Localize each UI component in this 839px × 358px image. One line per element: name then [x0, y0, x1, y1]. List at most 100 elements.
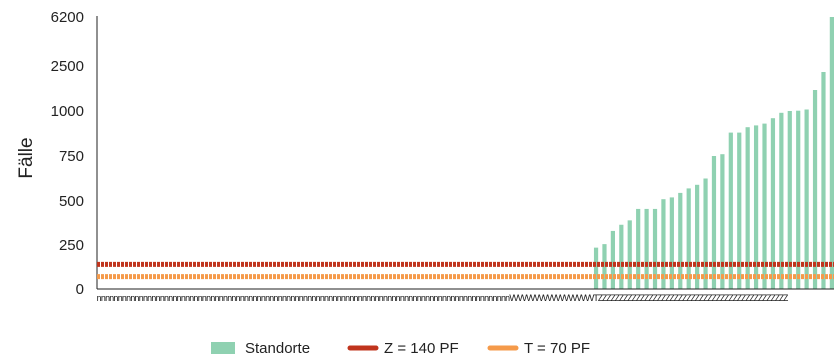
x-tick-label: Z [644, 294, 650, 304]
x-tick-label: n [471, 294, 476, 304]
x-tick-label: V [585, 294, 591, 304]
bar [644, 208, 649, 289]
x-tick-label: n [320, 294, 325, 304]
x-tick-label: V [572, 294, 578, 304]
x-tick-label: n [122, 294, 127, 304]
x-tick-label: n [336, 294, 341, 304]
x-tick-label: n [366, 294, 371, 304]
bar [619, 224, 624, 289]
x-tick-label: n [134, 294, 139, 304]
x-tick-label: n [290, 294, 295, 304]
x-tick-label: Z [694, 294, 700, 304]
x-tick-label: Z [783, 294, 789, 304]
x-tick-label: n [256, 294, 261, 304]
x-tick-label: n [96, 294, 101, 304]
x-tick-label: n [370, 294, 375, 304]
x-tick-label: Z [732, 294, 738, 304]
x-tick-label: n [219, 294, 224, 304]
x-tick-label: n [168, 294, 173, 304]
x-tick-label: Z [720, 294, 726, 304]
x-tick-label: V [534, 294, 540, 304]
x-tick-label: n [269, 294, 274, 304]
x-tick-label: n [155, 294, 160, 304]
y-tick-label: 0 [76, 281, 84, 298]
x-tick-label: n [484, 294, 489, 304]
x-tick-label: Z [673, 294, 679, 304]
x-tick-label: n [501, 294, 506, 304]
bar [812, 90, 818, 289]
x-tick-label: Z [728, 294, 734, 304]
x-tick-label: V [518, 294, 524, 304]
bar [720, 154, 725, 289]
bar [610, 230, 615, 289]
x-tick-label: n [391, 294, 396, 304]
x-tick-label: n [496, 294, 501, 304]
x-tick-label: n [139, 294, 144, 304]
x-tick-label: n [362, 294, 367, 304]
x-tick-label: n [206, 294, 211, 304]
x-tick-label: n [273, 294, 278, 304]
reference-lines [97, 261, 834, 280]
x-tick-label: n [202, 294, 207, 304]
x-tick-label: n [185, 294, 190, 304]
x-tick-label: V [539, 294, 545, 304]
x-tick-label: V [551, 294, 557, 304]
x-tick-label: n [189, 294, 194, 304]
x-tick-label: n [143, 294, 148, 304]
x-tick-label: n [299, 294, 304, 304]
x-tick-label: T [593, 294, 599, 304]
x-tick-label: Z [648, 294, 654, 304]
y-axis-title: Fälle [16, 137, 37, 178]
x-tick-label: n [379, 294, 384, 304]
x-tick-label: n [181, 294, 186, 304]
x-tick-label: V [564, 294, 570, 304]
y-tick-label: 2500 [51, 58, 84, 75]
legend-label-z-line: Z = 140 PF [384, 340, 459, 357]
x-tick-label: n [214, 294, 219, 304]
x-tick-label: V [526, 294, 532, 304]
x-tick-label: n [176, 294, 181, 304]
bar [652, 208, 658, 289]
x-tick-label: n [151, 294, 156, 304]
x-tick-label: n [324, 294, 329, 304]
x-tick-label: Z [758, 294, 764, 304]
bar [770, 118, 776, 289]
x-tick-label: Z [745, 294, 751, 304]
y-axis-ticks: 0 250 500 750 1000 2500 6200 [51, 9, 84, 298]
x-tick-label: n [303, 294, 308, 304]
x-tick-label: n [395, 294, 400, 304]
x-tick-label: n [328, 294, 333, 304]
bar [779, 112, 784, 289]
x-tick-label: V [555, 294, 561, 304]
bar [796, 110, 801, 289]
x-tick-label: V [543, 294, 549, 304]
x-tick-label: V [568, 294, 574, 304]
bar [711, 156, 717, 289]
x-tick-label: Z [657, 294, 663, 304]
x-tick-label: Z [652, 294, 658, 304]
x-tick-label: Z [724, 294, 730, 304]
x-tick-label: n [505, 294, 510, 304]
bar [728, 132, 733, 289]
x-tick-label: n [315, 294, 320, 304]
x-tick-label: Z [598, 294, 604, 304]
x-tick-label: n [261, 294, 266, 304]
bar [678, 192, 683, 289]
bar [593, 247, 599, 289]
x-tick-label: n [446, 294, 451, 304]
x-tick-label: Z [606, 294, 612, 304]
x-tick-label: Z [610, 294, 616, 304]
bar [829, 17, 834, 289]
x-tick-label: n [113, 294, 118, 304]
legend: Standorte Z = 140 PF T = 70 PF [211, 340, 590, 357]
x-tick-label: n [433, 294, 438, 304]
x-tick-label: n [240, 294, 245, 304]
x-tick-label: n [353, 294, 358, 304]
x-tick-label: n [126, 294, 131, 304]
x-tick-label: n [349, 294, 354, 304]
x-tick-label: n [459, 294, 464, 304]
x-tick-label: n [408, 294, 413, 304]
x-tick-label: Z [707, 294, 713, 304]
x-tick-label: n [492, 294, 497, 304]
